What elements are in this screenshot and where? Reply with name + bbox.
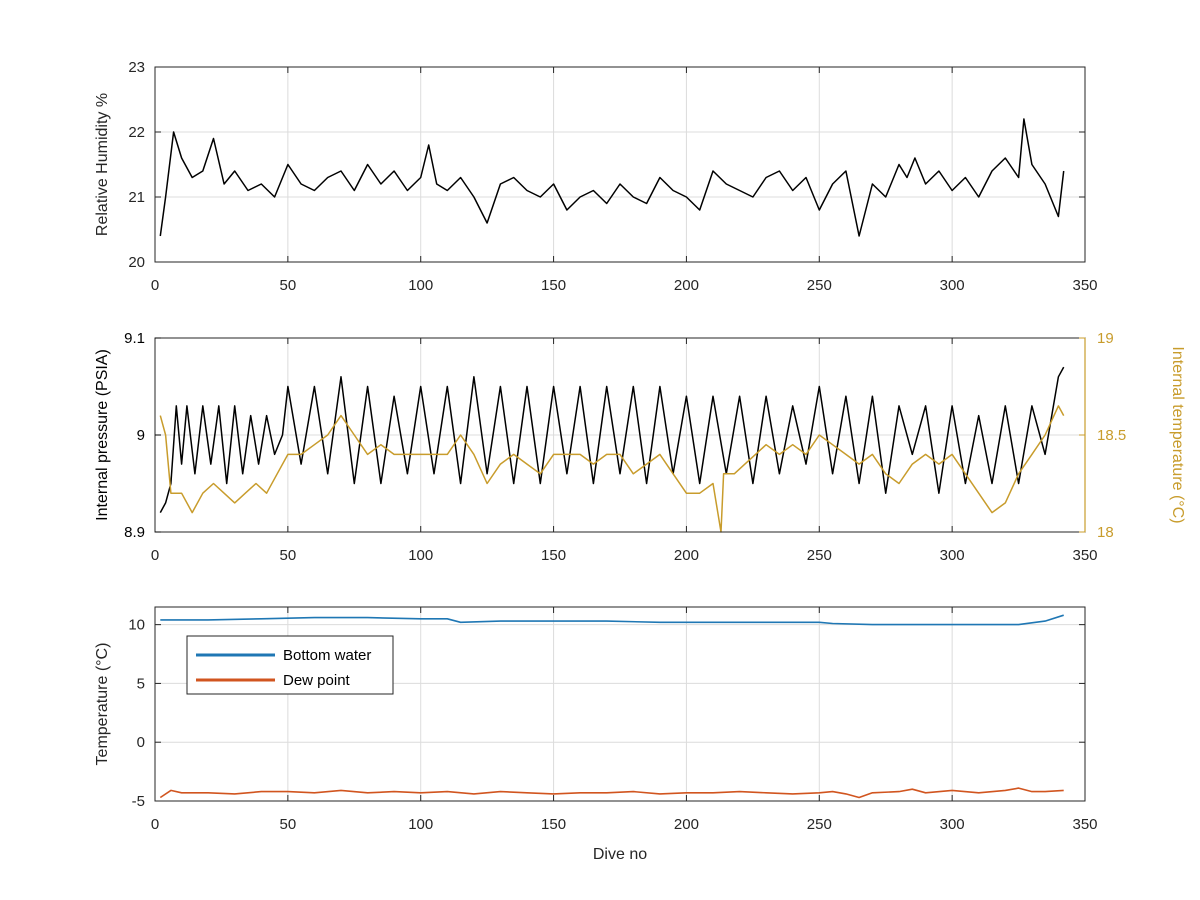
x-tick-label: 0 xyxy=(151,547,159,564)
series-line-0 xyxy=(159,118,1065,237)
series-line-0 xyxy=(159,366,1065,513)
x-tick-label: 300 xyxy=(940,277,965,294)
y-axis-label: Temperature (°C) xyxy=(94,643,111,766)
y2-tick-label: 19 xyxy=(1097,330,1114,347)
humidity-panel: 0 50 100 150 200 250 300 350 20 21 22 23 Relative Hu… xyxy=(94,59,1098,294)
y-axis-label: Internal pressure (PSIA) xyxy=(94,349,111,521)
legend-label: Dew point xyxy=(283,672,351,689)
x-tick-label: 250 xyxy=(807,547,832,564)
series-line-dew-point xyxy=(159,787,1064,799)
y-tick-label: 5 xyxy=(137,675,145,692)
x-tick-label: 0 xyxy=(151,277,159,294)
x-tick-label: 100 xyxy=(408,547,433,564)
legend: Bottom water Dew point xyxy=(186,635,394,695)
x-tick-label: 350 xyxy=(1072,547,1097,564)
x-tick-label: 150 xyxy=(541,277,566,294)
y-tick-label: 9.1 xyxy=(124,330,145,347)
y-tick-label: 21 xyxy=(128,189,145,206)
axes-frame xyxy=(154,66,1086,263)
y-tick-label: 9 xyxy=(137,427,145,444)
y2-tick-label: 18 xyxy=(1097,524,1114,541)
x-tick-label: 150 xyxy=(541,547,566,564)
x-tick-label: 100 xyxy=(408,277,433,294)
x-tick-label: 300 xyxy=(940,547,965,564)
x-tick-label: 350 xyxy=(1072,277,1097,294)
x-tick-label: 250 xyxy=(807,277,832,294)
y2-axis-label: Internal temperature (°C) xyxy=(1169,346,1186,523)
y2-tick-label: 18.5 xyxy=(1097,427,1126,444)
x-tick-label: 350 xyxy=(1072,816,1097,833)
y-tick-label: 20 xyxy=(128,254,145,271)
x-tick-label: 150 xyxy=(541,816,566,833)
legend-box xyxy=(186,635,394,695)
y-tick-label: 23 xyxy=(128,59,145,76)
axes-frame xyxy=(154,606,1086,802)
x-tick-label: 50 xyxy=(280,547,297,564)
series-line-bottom-water xyxy=(160,614,1064,626)
pressure-temperature-panel: 0 50 100 150 200 250 300 350 8.9 9 9.1 18 18.5 19 Inte… xyxy=(94,330,1186,564)
x-tick-label: 200 xyxy=(674,816,699,833)
temperature-panel: 0 50 100 150 200 250 300 350 -5 0 5 10 Temperature (… xyxy=(94,606,1098,863)
x-tick-label: 300 xyxy=(940,816,965,833)
x-axis-label: Dive no xyxy=(593,846,647,863)
y-tick-label: 10 xyxy=(128,617,145,634)
legend-label: Bottom water xyxy=(283,647,371,664)
x-tick-label: 50 xyxy=(280,277,297,294)
x-tick-label: 0 xyxy=(151,816,159,833)
x-tick-label: 200 xyxy=(674,547,699,564)
y-tick-label: 22 xyxy=(128,124,145,141)
y-tick-label: 8.9 xyxy=(124,524,145,541)
x-tick-label: 200 xyxy=(674,277,699,294)
y-axis-label: Relative Humidity % xyxy=(94,93,111,236)
x-tick-label: 50 xyxy=(280,816,297,833)
y-tick-label: -5 xyxy=(132,793,145,810)
series-line-1 xyxy=(159,405,1065,533)
y-tick-label: 0 xyxy=(137,734,145,751)
plot-area xyxy=(155,67,1085,262)
x-tick-label: 100 xyxy=(408,816,433,833)
x-tick-label: 250 xyxy=(807,816,832,833)
